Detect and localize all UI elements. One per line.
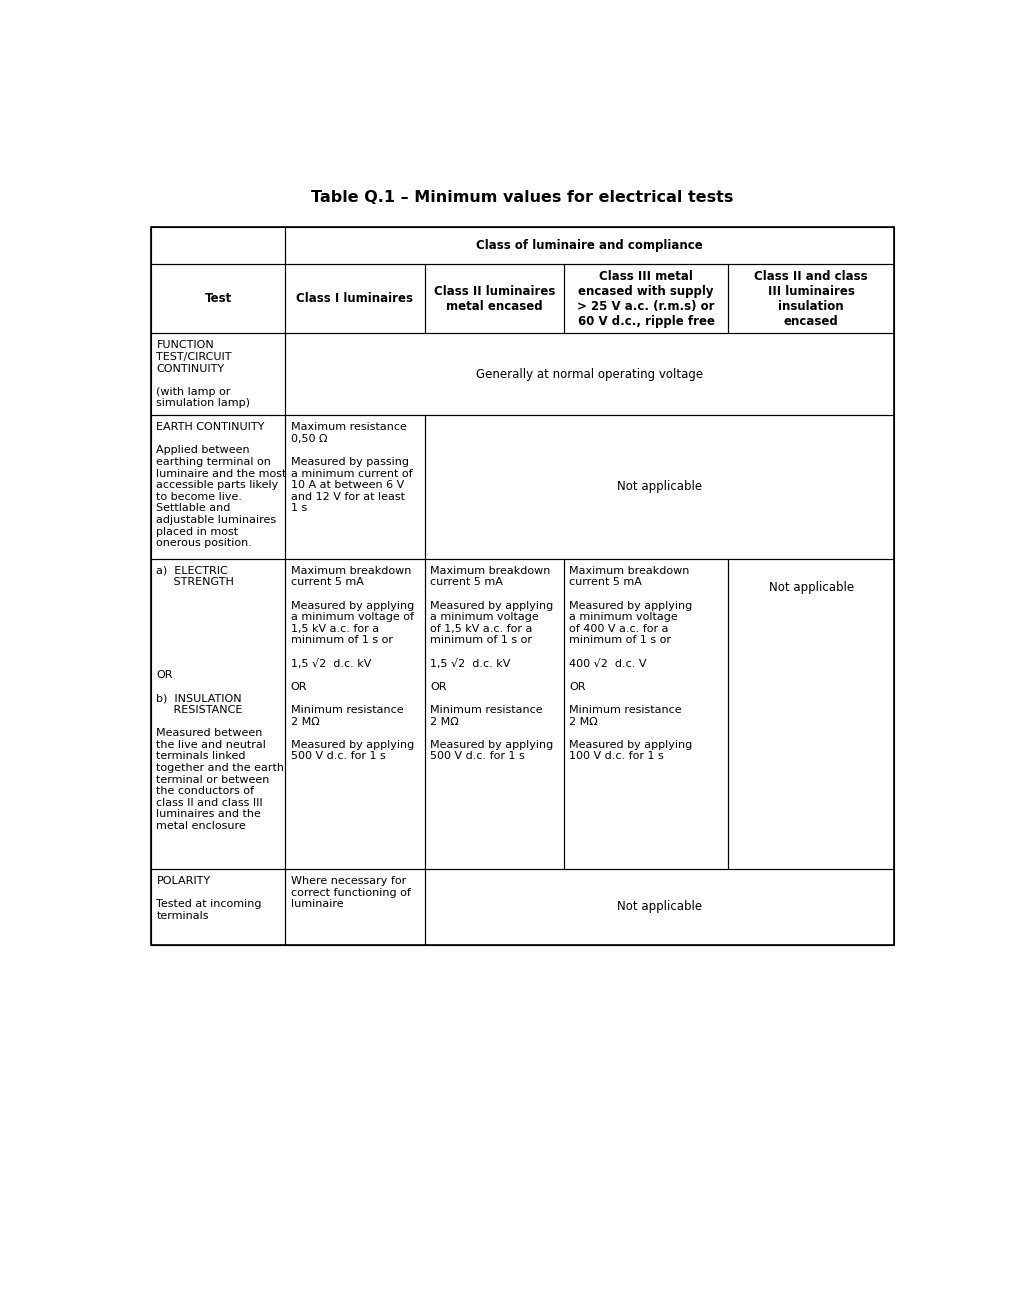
Text: Maximum resistance
0,50 Ω

Measured by passing
a minimum current of
10 A at betw: Maximum resistance 0,50 Ω Measured by pa… xyxy=(290,422,412,513)
Bar xyxy=(151,228,894,944)
Text: POLARITY

Tested at incoming
terminals: POLARITY Tested at incoming terminals xyxy=(157,876,262,921)
Bar xyxy=(564,559,728,869)
Bar xyxy=(285,334,894,415)
Text: Class II and class
III luminaires
insulation
encased: Class II and class III luminaires insula… xyxy=(754,269,868,327)
Text: Not applicable: Not applicable xyxy=(617,900,701,913)
Bar xyxy=(151,228,285,264)
Bar xyxy=(285,264,425,334)
Bar xyxy=(151,559,285,869)
Bar xyxy=(425,264,564,334)
Bar xyxy=(285,415,425,559)
Bar xyxy=(151,869,285,944)
Bar xyxy=(285,559,425,869)
Text: Table Q.1 – Minimum values for electrical tests: Table Q.1 – Minimum values for electrica… xyxy=(310,190,733,205)
Text: Maximum breakdown
current 5 mA

Measured by applying
a minimum voltage
of 400 V : Maximum breakdown current 5 mA Measured … xyxy=(569,566,692,761)
Bar xyxy=(151,334,285,415)
Bar xyxy=(564,264,728,334)
Bar xyxy=(285,869,425,944)
Text: Not applicable: Not applicable xyxy=(617,480,701,493)
Text: Where necessary for
correct functioning of
luminaire: Where necessary for correct functioning … xyxy=(290,876,410,909)
Text: FUNCTION
TEST/CIRCUIT
CONTINUITY

(with lamp or
simulation lamp): FUNCTION TEST/CIRCUIT CONTINUITY (with l… xyxy=(157,340,250,408)
Text: Class I luminaires: Class I luminaires xyxy=(296,292,413,305)
Bar xyxy=(425,869,894,944)
Bar xyxy=(425,415,894,559)
Bar xyxy=(728,559,894,869)
Text: Maximum breakdown
current 5 mA

Measured by applying
a minimum voltage of
1,5 kV: Maximum breakdown current 5 mA Measured … xyxy=(290,566,414,761)
Bar xyxy=(425,559,564,869)
Text: Not applicable: Not applicable xyxy=(769,581,854,594)
Text: Class of luminaire and compliance: Class of luminaire and compliance xyxy=(476,239,703,252)
Text: Test: Test xyxy=(205,292,232,305)
Bar xyxy=(151,264,285,334)
Bar xyxy=(151,415,285,559)
Bar xyxy=(285,228,894,264)
Text: Generally at normal operating voltage: Generally at normal operating voltage xyxy=(476,368,703,381)
Text: Class III metal
encased with supply
> 25 V a.c. (r.m.s) or
60 V d.c., ripple fre: Class III metal encased with supply > 25… xyxy=(577,269,715,327)
Text: Maximum breakdown
current 5 mA

Measured by applying
a minimum voltage
of 1,5 kV: Maximum breakdown current 5 mA Measured … xyxy=(430,566,554,761)
Text: a)  ELECTRIC
     STRENGTH







OR

b)  INSULATION
     RESISTANCE

Measured b: a) ELECTRIC STRENGTH OR b) INSULATION RE… xyxy=(157,566,284,831)
Text: EARTH CONTINUITY

Applied between
earthing terminal on
luminaire and the most
ac: EARTH CONTINUITY Applied between earthin… xyxy=(157,422,287,548)
Text: Class II luminaires
metal encased: Class II luminaires metal encased xyxy=(434,285,555,313)
Bar xyxy=(728,264,894,334)
